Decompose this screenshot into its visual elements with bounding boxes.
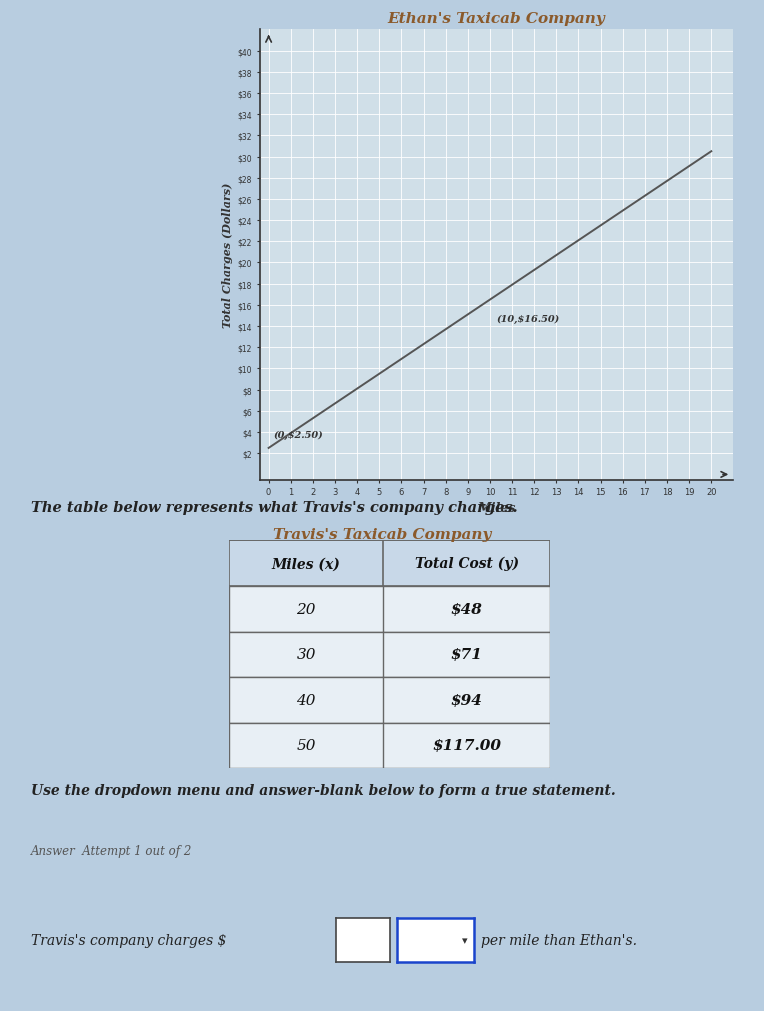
Text: Travis's Taxicab Company: Travis's Taxicab Company (273, 528, 491, 542)
Text: Total Cost (y): Total Cost (y) (415, 556, 519, 571)
Text: $94: $94 (451, 694, 483, 707)
Text: 20: 20 (296, 603, 316, 616)
Bar (229, 586, 550, 632)
Y-axis label: Total Charges (Dollars): Total Charges (Dollars) (222, 183, 233, 328)
Text: $71: $71 (451, 648, 483, 661)
Text: (0,$2.50): (0,$2.50) (273, 431, 323, 440)
Text: (10,$16.50): (10,$16.50) (497, 314, 560, 324)
Bar (229, 677, 550, 723)
Text: 50: 50 (296, 739, 316, 752)
Text: $117.00: $117.00 (432, 739, 501, 752)
Bar (229, 723, 550, 768)
Text: Travis's company charges $: Travis's company charges $ (31, 933, 226, 947)
Text: per mile than Ethan's.: per mile than Ethan's. (481, 933, 637, 947)
Bar (229, 541, 550, 586)
Bar (229, 632, 550, 677)
Text: Miles (x): Miles (x) (272, 557, 341, 570)
Text: Answer  Attempt 1 out of 2: Answer Attempt 1 out of 2 (31, 844, 192, 857)
Text: $48: $48 (451, 603, 483, 616)
Text: The table below represents what Travis's company charges.: The table below represents what Travis's… (31, 500, 517, 515)
Text: ▾: ▾ (461, 935, 468, 945)
Text: 30: 30 (296, 648, 316, 661)
X-axis label: Miles: Miles (478, 501, 516, 514)
Text: Use the dropdown menu and answer-blank below to form a true statement.: Use the dropdown menu and answer-blank b… (31, 784, 615, 798)
Title: Ethan's Taxicab Company: Ethan's Taxicab Company (387, 12, 606, 26)
Text: 40: 40 (296, 694, 316, 707)
